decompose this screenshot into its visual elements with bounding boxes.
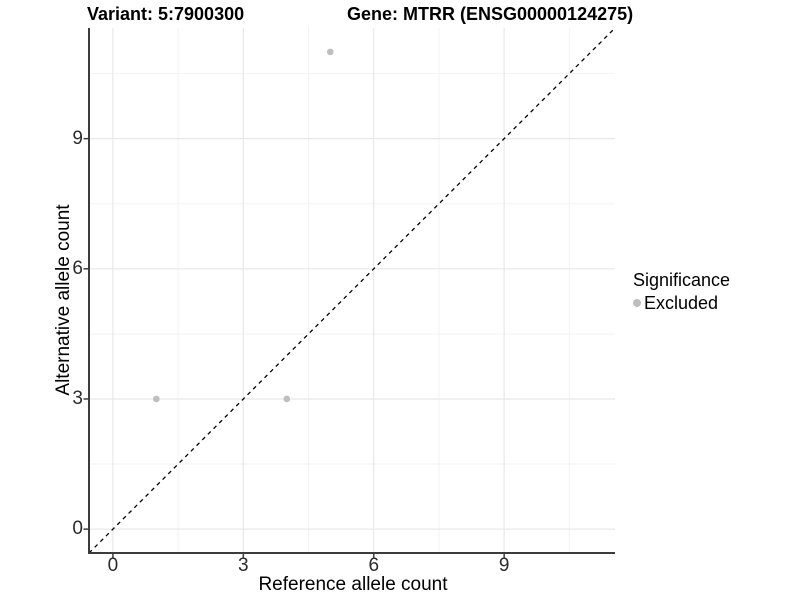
y-tick-label: 0 [72, 518, 83, 540]
legend-title: Significance [633, 270, 731, 290]
legend-point-icon [633, 299, 641, 307]
x-axis-label: Reference allele count [258, 574, 448, 595]
plot-title-variant: Variant: 5:7900300 [87, 4, 245, 24]
plot-title-gene: Gene: MTRR (ENSG00000124275) [347, 4, 634, 24]
y-tick-label: 3 [72, 387, 83, 409]
x-tick-label: 9 [498, 555, 510, 576]
legend: Significance Excluded [633, 270, 730, 313]
y-tick-label: 9 [72, 127, 83, 149]
data-point [326, 48, 334, 56]
identity-dashed-line [88, 27, 616, 554]
legend-entry: Excluded [633, 293, 730, 313]
y-tick-label: 6 [72, 257, 83, 279]
legend-entry-label: Excluded [644, 293, 719, 313]
data-point [153, 395, 160, 403]
x-tick-label: 0 [107, 555, 119, 576]
y-axis-label: Alternative allele count [53, 204, 74, 396]
x-tick-label: 3 [238, 555, 249, 576]
x-tick-label: 6 [368, 555, 380, 576]
data-point [283, 395, 291, 403]
